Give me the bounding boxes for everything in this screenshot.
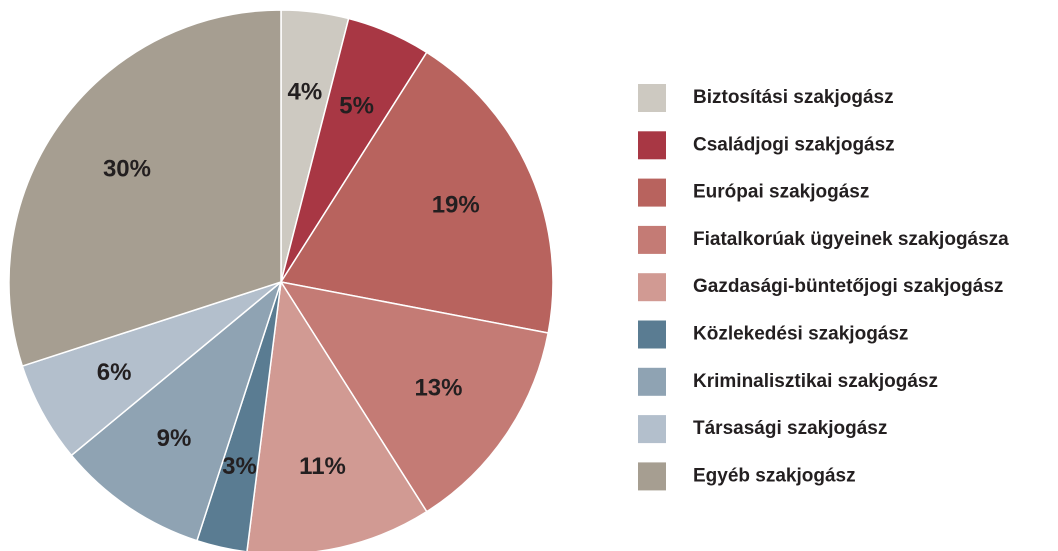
slice-label: 19% (432, 192, 480, 219)
legend-swatch (638, 273, 666, 302)
legend-swatch (638, 367, 666, 396)
legend-label: Fiatalkorúak ügyeinek szakjogásza (693, 229, 1009, 250)
legend-label: Közlekedési szakjogász (693, 324, 908, 345)
legend-swatch (638, 415, 666, 444)
legend-swatch (638, 178, 666, 207)
legend-label: Gazdasági-büntetőjogi szakjogász (693, 276, 1003, 297)
slice-label: 9% (157, 425, 192, 452)
legend-swatch (638, 84, 666, 112)
pie-slice (70, 279, 283, 542)
slice-label: 5% (339, 93, 374, 120)
slice-label: 11% (299, 453, 346, 480)
legend-label: Családjogi szakjogász (693, 134, 895, 155)
pie-slice (279, 280, 550, 513)
legend-swatch (638, 225, 666, 254)
slice-label: 13% (414, 374, 462, 401)
slice-label: 30% (103, 155, 151, 182)
pie-slice (246, 279, 428, 551)
legend-label: Társasági szakjogász (693, 418, 887, 439)
pie-slice (279, 51, 554, 334)
legend-swatch (638, 462, 666, 491)
pie-slice (8, 9, 282, 367)
legend-label: Biztosítási szakjogász (693, 87, 894, 108)
slice-label: 3% (222, 453, 257, 480)
legend-label: Kriminalisztikai szakjogász (693, 371, 938, 392)
slice-label: 6% (97, 359, 132, 386)
legend-swatch (638, 320, 666, 349)
legend-label: Egyéb szakjogász (693, 465, 856, 486)
legend-label: Európai szakjogász (693, 182, 869, 203)
slice-label: 4% (288, 78, 323, 105)
legend-swatch (638, 131, 666, 160)
